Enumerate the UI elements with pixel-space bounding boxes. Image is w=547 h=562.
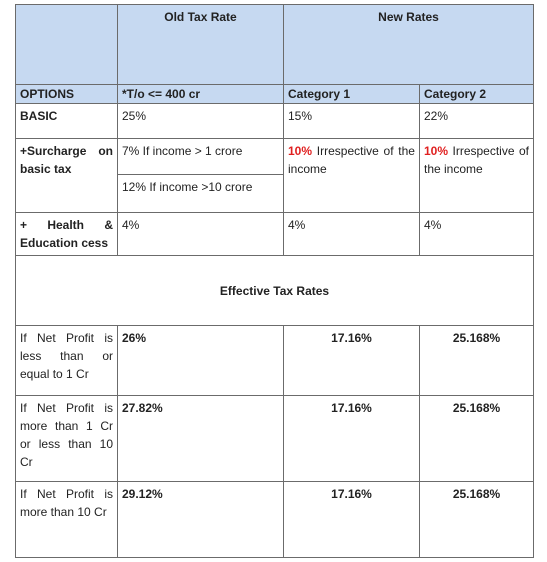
- cell: If Net Profit is more than 1 Cr or less …: [15, 395, 118, 482]
- text: Irrespective of the income: [288, 144, 415, 176]
- cell: 27.82%: [117, 395, 284, 482]
- cell: 12% If income >10 crore: [117, 174, 284, 213]
- cell: 7% If income > 1 crore: [117, 138, 284, 175]
- basic-row: BASIC 25% 15% 22%: [15, 103, 535, 139]
- options-row: OPTIONS *T/o <= 400 cr Category 1 Catego…: [15, 84, 535, 104]
- header-row: Old Tax Rate New Rates: [15, 4, 535, 85]
- cell: 10% Irrespective of the income: [418, 138, 535, 213]
- effective-row: If Net Profit is more than 10 Cr 29.12% …: [15, 481, 535, 558]
- highlight: 10%: [288, 144, 313, 158]
- cell: 4%: [117, 212, 284, 256]
- cell: If Net Profit is less than or equal to 1…: [15, 325, 118, 396]
- cell: Category 1: [283, 84, 420, 104]
- cell: 29.12%: [117, 481, 284, 558]
- cell: Category 2: [418, 84, 535, 104]
- cell: 10% Irrespective of the income: [283, 138, 420, 213]
- cell: 17.16%: [283, 481, 420, 558]
- cell: If Net Profit is more than 10 Cr: [15, 481, 118, 558]
- cess-row: + Health & Education cess 4% 4% 4%: [15, 212, 535, 256]
- highlight: 10%: [424, 144, 449, 158]
- surcharge-row: +Surcharge on basic tax 7% If income > 1…: [15, 138, 535, 213]
- effective-row: If Net Profit is more than 1 Cr or less …: [15, 395, 535, 482]
- header-cell: New Rates: [282, 4, 535, 85]
- cell: + Health & Education cess: [15, 212, 118, 256]
- cell: 17.16%: [283, 395, 420, 482]
- effective-title-row: Effective Tax Rates: [14, 255, 535, 326]
- cell: 15%: [283, 103, 420, 139]
- cell: 26%: [117, 325, 284, 396]
- cell: 4%: [418, 212, 535, 256]
- cell: *T/o <= 400 cr: [117, 84, 284, 104]
- effective-row: If Net Profit is less than or equal to 1…: [15, 325, 535, 396]
- tax-table: Old Tax Rate New Rates OPTIONS *T/o <= 4…: [14, 4, 535, 558]
- cell: 17.16%: [283, 325, 420, 396]
- cell: 25.168%: [418, 325, 535, 396]
- header-cell: Old Tax Rate: [117, 4, 284, 85]
- cell: BASIC: [15, 103, 118, 139]
- cell: 25.168%: [418, 395, 535, 482]
- cell: 25%: [117, 103, 284, 139]
- cell: 25.168%: [418, 481, 535, 558]
- header-cell: [15, 4, 118, 85]
- cell: +Surcharge on basic tax: [15, 138, 118, 213]
- cell: 4%: [283, 212, 420, 256]
- cell: Effective Tax Rates: [14, 255, 535, 326]
- cell: OPTIONS: [15, 84, 118, 104]
- surcharge-row-2: 12% If income >10 crore: [16, 174, 534, 213]
- text: Irrespective of the income: [424, 144, 529, 176]
- cell: 22%: [418, 103, 535, 139]
